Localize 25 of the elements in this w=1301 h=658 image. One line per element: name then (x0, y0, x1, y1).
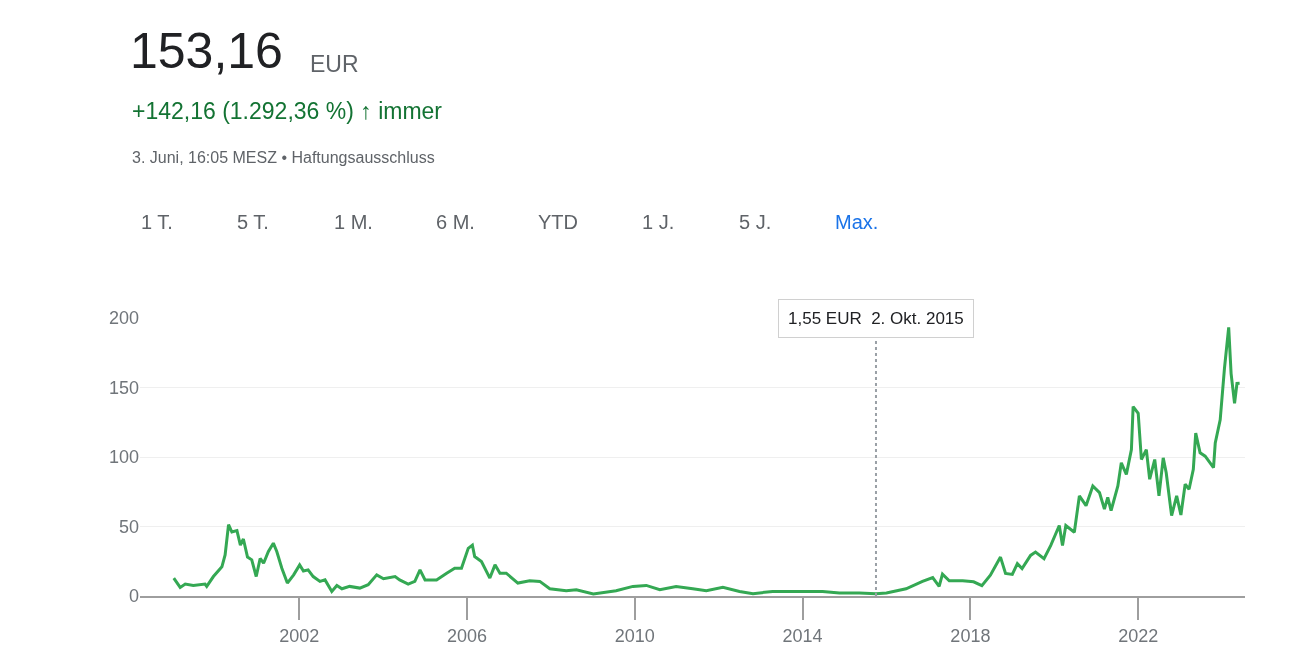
x-tick-label: 2002 (279, 625, 320, 646)
annotation: 1,55 EUR 2. Okt. 2015 (788, 309, 964, 328)
text: Max. (835, 211, 879, 233)
text: 6 M. (436, 211, 475, 233)
text: 3. Juni, 16:05 MESZ • Haftungsausschluss (132, 149, 435, 166)
x-tick-label: 2006 (446, 625, 488, 646)
text: YTD (538, 211, 578, 233)
text: 1 T. (141, 211, 173, 233)
y-tick-label: 0 (128, 586, 139, 607)
y-tick-label: 200 (108, 308, 139, 329)
x-tick-label: 2010 (614, 625, 655, 646)
y-tick-label: 50 (118, 516, 139, 537)
chart-title: 153,16 (130, 22, 283, 79)
y-tick-label: 100 (108, 447, 139, 468)
text: 1 M. (334, 211, 373, 233)
text: 5 J. (739, 211, 772, 233)
x-tick-label: 2022 (1118, 625, 1159, 646)
x-tick-label: 2018 (950, 625, 991, 646)
text: 1 J. (642, 211, 675, 233)
text: +142,16 (1.292,36 %) ↑ immer (132, 98, 443, 124)
y-tick-label: 150 (108, 377, 139, 398)
text: 5 T. (237, 211, 269, 233)
line-series (172, 325, 1242, 596)
text: EUR (310, 51, 359, 77)
x-tick-label: 2014 (782, 625, 823, 646)
